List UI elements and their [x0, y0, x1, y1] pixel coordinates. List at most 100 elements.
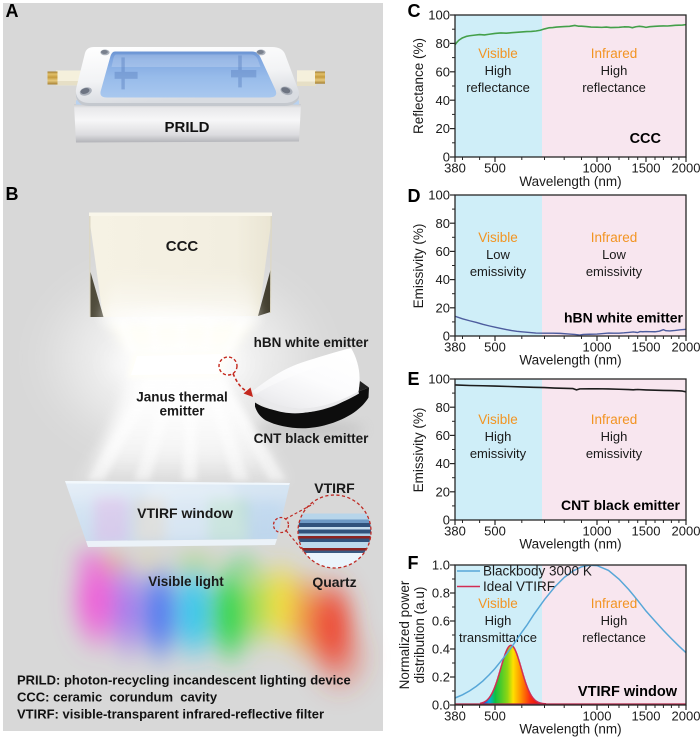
svg-text:500: 500	[484, 161, 506, 176]
svg-text:Low: Low	[602, 247, 626, 262]
svg-text:2000: 2000	[672, 340, 700, 355]
svg-text:0: 0	[443, 150, 450, 165]
svg-text:F: F	[408, 553, 419, 573]
svg-text:VTIRF window: VTIRF window	[137, 505, 233, 521]
svg-text:Normalized power: Normalized power	[397, 580, 412, 689]
svg-text:20: 20	[436, 300, 450, 315]
svg-text:80: 80	[436, 216, 450, 231]
svg-text:CNT black emitter: CNT black emitter	[254, 431, 370, 446]
svg-text:Low: Low	[486, 247, 510, 262]
svg-text:0: 0	[443, 329, 450, 344]
svg-text:1500: 1500	[632, 709, 661, 724]
svg-text:CCC: CCC	[166, 238, 199, 255]
svg-text:500: 500	[484, 709, 506, 724]
svg-text:hBN white emitter: hBN white emitter	[564, 310, 684, 326]
svg-text:1000: 1000	[583, 524, 612, 539]
svg-text:emissivity: emissivity	[470, 446, 527, 461]
svg-text:reflectance: reflectance	[582, 80, 646, 95]
svg-text:transmittance: transmittance	[459, 630, 537, 645]
svg-text:Quartz: Quartz	[312, 574, 356, 590]
svg-text:380: 380	[444, 524, 466, 539]
svg-text:hBN white emitter: hBN white emitter	[254, 335, 370, 350]
svg-text:Wavelength (nm): Wavelength (nm)	[519, 722, 621, 737]
svg-text:PRILD: photon-recycling incand: PRILD: photon-recycling incandescent lig…	[17, 673, 351, 688]
svg-text:40: 40	[436, 272, 450, 287]
svg-text:0.6: 0.6	[432, 614, 450, 629]
svg-text:40: 40	[436, 93, 450, 108]
svg-text:500: 500	[484, 340, 506, 355]
svg-text:1500: 1500	[632, 340, 661, 355]
svg-text:emitter: emitter	[159, 404, 205, 419]
svg-text:20: 20	[436, 484, 450, 499]
svg-text:80: 80	[436, 36, 450, 51]
svg-text:reflectance: reflectance	[582, 630, 646, 645]
svg-text:20: 20	[436, 121, 450, 136]
svg-text:1000: 1000	[583, 161, 612, 176]
svg-text:Emissivity (%): Emissivity (%)	[411, 408, 426, 493]
svg-text:Infrared: Infrared	[591, 230, 638, 245]
svg-text:Emissivity (%): Emissivity (%)	[411, 224, 426, 309]
svg-text:2000: 2000	[672, 524, 700, 539]
svg-text:Blackbody 3000 K: Blackbody 3000 K	[483, 564, 592, 579]
svg-text:Ideal VTIRF: Ideal VTIRF	[483, 579, 555, 594]
svg-text:High: High	[485, 429, 512, 444]
svg-text:100: 100	[428, 8, 450, 23]
svg-text:1000: 1000	[583, 340, 612, 355]
svg-text:380: 380	[444, 161, 466, 176]
svg-text:Infrared: Infrared	[591, 46, 638, 61]
svg-text:Wavelength (nm): Wavelength (nm)	[519, 174, 621, 189]
svg-text:A: A	[6, 1, 19, 21]
svg-text:C: C	[408, 1, 421, 21]
svg-text:1.0: 1.0	[432, 558, 450, 573]
svg-text:60: 60	[436, 244, 450, 259]
svg-text:PRILD: PRILD	[165, 119, 210, 136]
svg-text:CNT black emitter: CNT black emitter	[561, 497, 681, 513]
svg-text:60: 60	[436, 64, 450, 79]
svg-text:distribution (a.u): distribution (a.u)	[412, 587, 427, 684]
svg-text:B: B	[6, 184, 19, 204]
svg-text:High: High	[601, 429, 628, 444]
svg-text:0: 0	[443, 513, 450, 528]
svg-text:0.8: 0.8	[432, 586, 450, 601]
svg-text:emissivity: emissivity	[586, 446, 643, 461]
svg-text:Infrared: Infrared	[591, 412, 638, 427]
svg-text:CCC: CCC	[630, 131, 662, 147]
svg-text:380: 380	[444, 709, 466, 724]
svg-text:80: 80	[436, 400, 450, 415]
svg-text:0.4: 0.4	[432, 642, 450, 657]
svg-text:Visible: Visible	[478, 230, 518, 245]
svg-text:High: High	[485, 63, 512, 78]
svg-text:High: High	[601, 63, 628, 78]
svg-text:Reflectance (%): Reflectance (%)	[411, 38, 426, 134]
svg-text:1500: 1500	[632, 161, 661, 176]
svg-text:Visible light: Visible light	[148, 574, 224, 589]
svg-text:100: 100	[428, 372, 450, 387]
svg-text:2000: 2000	[672, 709, 700, 724]
svg-text:Infrared: Infrared	[591, 596, 638, 611]
svg-text:Visible: Visible	[478, 46, 518, 61]
svg-text:VTIRF window: VTIRF window	[578, 684, 678, 700]
svg-text:380: 380	[444, 340, 466, 355]
svg-text:60: 60	[436, 428, 450, 443]
svg-text:VTIRF: visible-transparent inf: VTIRF: visible-transparent infrared-refl…	[17, 707, 324, 722]
svg-text:E: E	[408, 369, 420, 389]
svg-text:Visible: Visible	[478, 596, 518, 611]
svg-text:VTIRF: VTIRF	[314, 480, 355, 496]
svg-text:High: High	[601, 613, 628, 628]
svg-text:reflectance: reflectance	[466, 80, 530, 95]
svg-text:2000: 2000	[672, 161, 700, 176]
svg-text:0.0: 0.0	[432, 698, 450, 713]
svg-text:100: 100	[428, 188, 450, 203]
svg-text:0.2: 0.2	[432, 670, 450, 685]
svg-text:CCC: ceramic corundum cavity: CCC: ceramic corundum cavity	[17, 690, 218, 705]
svg-text:Visible: Visible	[478, 412, 518, 427]
svg-text:Wavelength (nm): Wavelength (nm)	[519, 537, 621, 552]
svg-text:High: High	[485, 613, 512, 628]
svg-text:emissivity: emissivity	[470, 264, 527, 279]
svg-text:Janus thermal: Janus thermal	[136, 390, 228, 405]
svg-text:D: D	[408, 186, 421, 206]
svg-text:500: 500	[484, 524, 506, 539]
svg-text:1500: 1500	[632, 524, 661, 539]
svg-text:40: 40	[436, 456, 450, 471]
svg-text:1000: 1000	[583, 709, 612, 724]
